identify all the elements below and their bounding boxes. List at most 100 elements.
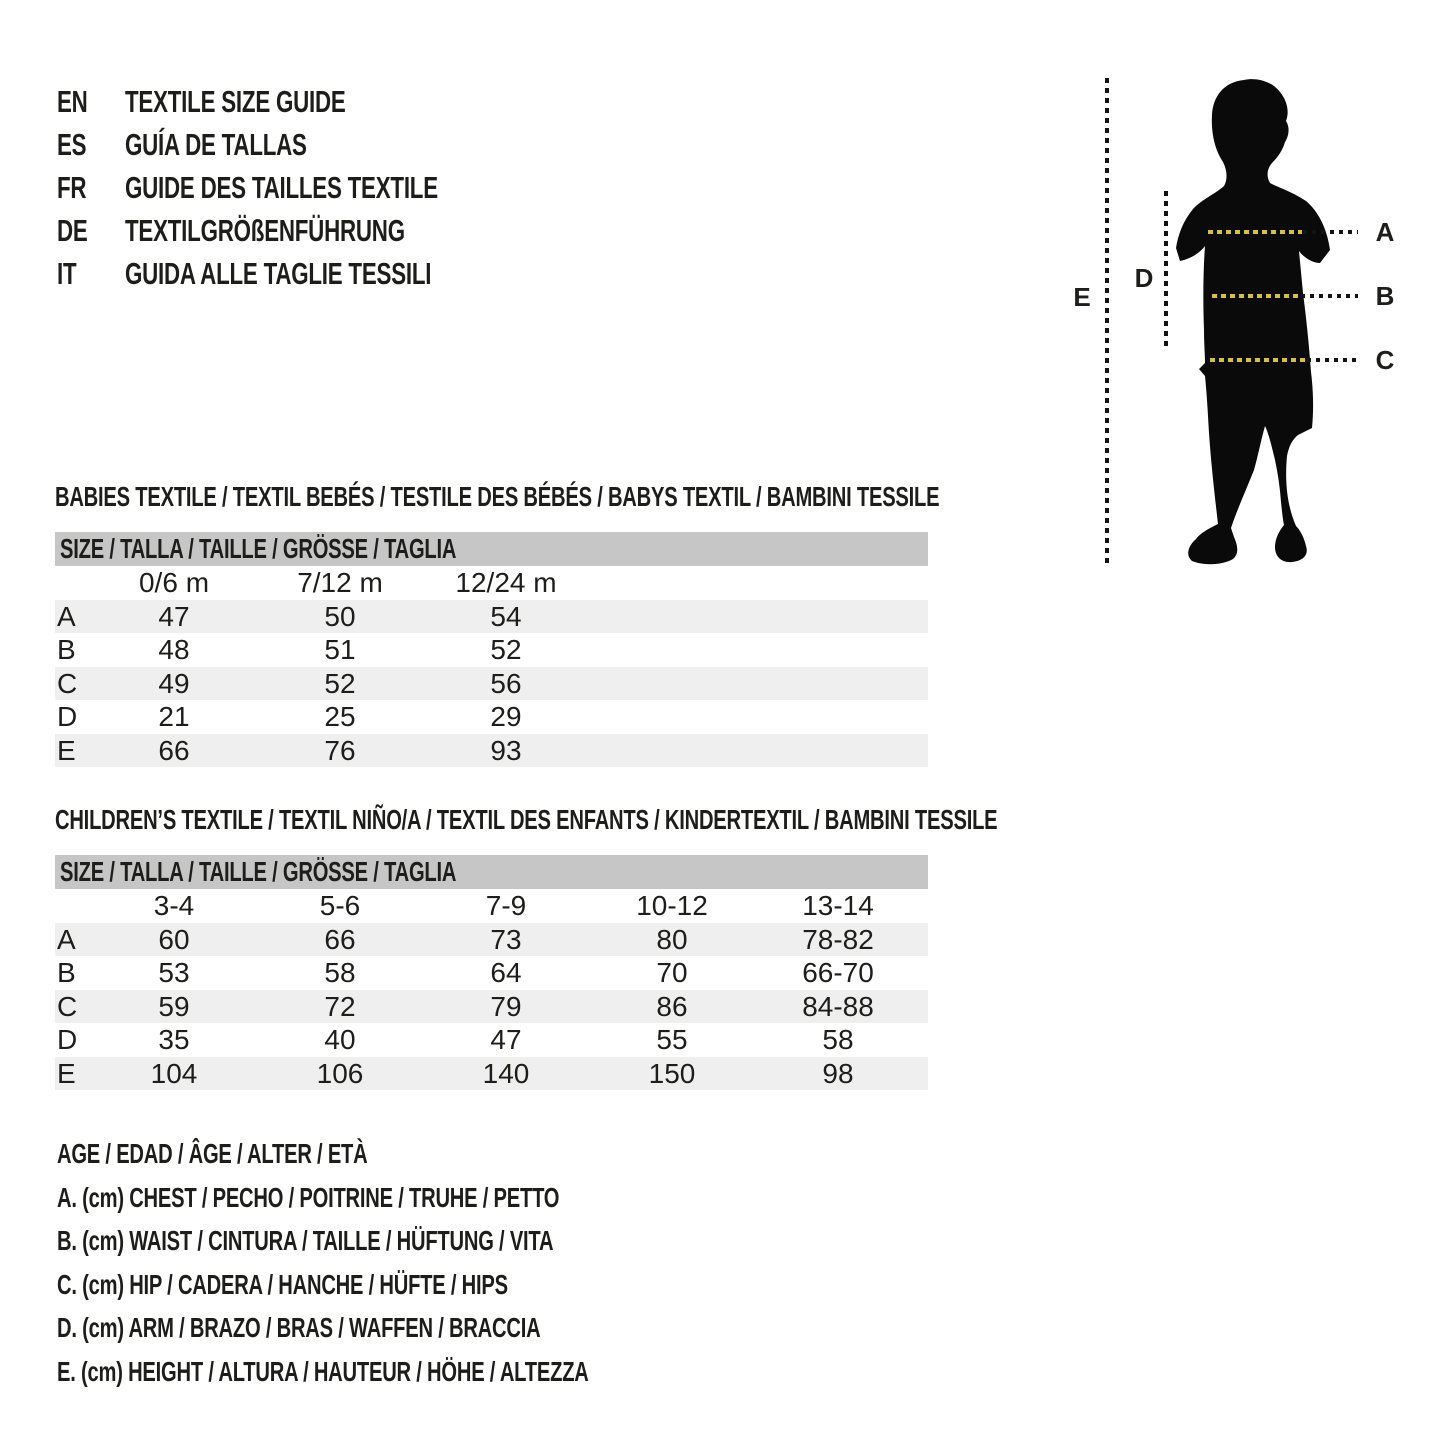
table-cell: 78-82 [802,923,874,955]
table-cell: 54 [490,600,522,632]
column-header: 12/24 m [455,567,557,598]
empty-cell [921,1023,928,1057]
row-label: C [57,667,78,699]
waist-measure-dash-B [1212,294,1300,298]
row-label: B [57,957,76,988]
row-label: E [57,734,76,766]
table-cell: 80 [656,923,688,955]
column-header: 0/6 m [138,567,210,598]
table-cell: 58 [822,1024,854,1055]
table-cell: 29 [490,701,522,732]
table-cell: 72 [324,990,356,1022]
table-cell: 70 [656,957,688,988]
table-row: B 48 51 52 [55,633,928,667]
column-header: 7-9 [485,890,527,921]
arm-measure-line-D [1164,191,1168,348]
measurement-legend: AGE / EDAD / ÂGE / ALTER / ETÀ A. (cm) C… [57,1132,795,1393]
table-cell: 47 [158,600,190,632]
language-title-block: EN TEXTILE SIZE GUIDE ES GUÍA DE TALLAS … [57,80,560,295]
empty-cell [55,889,91,923]
table-cell: 150 [648,1057,696,1089]
babies-column-header-row: 0/6 m 7/12 m 12/24 m [55,566,928,600]
table-cell: 52 [490,634,522,665]
legend-chest: A. (cm) CHEST / PECHO / POITRINE / TRUHE… [57,1181,560,1213]
legend-age: AGE / EDAD / ÂGE / ALTER / ETÀ [57,1138,368,1169]
column-header: 3-4 [153,890,195,921]
table-cell: 58 [324,957,356,988]
empty-cell [589,667,928,701]
row-label: E [57,1057,76,1089]
column-header: 13-14 [802,890,874,921]
table-row: C 49 52 56 [55,666,928,701]
table-cell: 104 [150,1057,198,1089]
table-cell: 40 [324,1024,356,1055]
empty-cell [589,633,928,667]
empty-cell [921,990,928,1024]
babies-size-header-bar: SIZE / TALLA / TAILLE / GRÖSSE / TAGLIA [55,532,928,566]
lang-title: TEXTILE SIZE GUIDE [125,84,346,119]
table-cell: 66 [158,734,190,766]
legend-arm: D. (cm) ARM / BRAZO / BRAS / WAFFEN / BR… [57,1312,541,1343]
children-size-header-bar: SIZE / TALLA / TAILLE / GRÖSSE / TAGLIA [55,855,928,889]
table-cell: 49 [158,667,190,699]
lang-title: GUIDE DES TAILLES TEXTILE [125,170,438,205]
table-row: D 21 25 29 [55,700,928,734]
lang-code: DE [57,213,88,248]
lang-code: ES [57,127,87,162]
lang-row-it: IT GUIDA ALLE TAGLIE TESSILI [57,252,560,295]
child-silhouette-image [1176,79,1330,565]
table-cell: 140 [482,1057,530,1089]
table-cell: 48 [158,634,190,665]
table-row: B 53 58 64 70 66-70 [55,956,928,990]
legend-hip: C. (cm) HIP / CADERA / HANCHE / HÜFTE / … [57,1268,508,1300]
row-label: D [57,701,78,732]
table-row: D 35 40 47 55 58 [55,1023,928,1057]
legend-height: E. (cm) HEIGHT / ALTURA / HAUTEUR / HÖHE… [57,1355,589,1387]
lang-title: TEXTILGRÖßENFÜHRUNG [125,213,405,248]
table-cell: 59 [158,990,190,1022]
empty-cell [589,600,928,634]
table-cell: 76 [324,734,356,766]
legend-waist: B. (cm) WAIST / CINTURA / TAILLE / HÜFTU… [57,1225,554,1256]
column-header: 7/12 m [297,567,383,598]
lang-code: EN [57,84,88,119]
children-size-table: SIZE / TALLA / TAILLE / GRÖSSE / TAGLIA … [55,855,928,1090]
table-cell: 64 [490,957,522,988]
babies-table-title: BABIES TEXTILE / TEXTIL BEBÉS / TESTILE … [55,481,940,512]
table-cell: 84-88 [802,990,874,1022]
table-row: C 59 72 79 86 84-88 [55,989,928,1024]
babies-size-table: SIZE / TALLA / TAILLE / GRÖSSE / TAGLIA … [55,532,928,767]
measure-label-C: C [1375,345,1395,375]
row-label: B [57,634,76,665]
children-table-title: CHILDREN’S TEXTILE / TEXTIL NIÑO/A / TEX… [55,804,998,835]
table-cell: 56 [490,667,522,699]
empty-cell [921,889,928,923]
table-cell: 52 [324,667,356,699]
empty-cell [589,700,928,734]
measure-label-B: B [1375,281,1395,311]
table-cell: 21 [158,701,190,732]
table-cell: 86 [656,990,688,1022]
chest-measure-dots-A [1303,230,1358,234]
table-row: A 47 50 54 [55,599,928,634]
height-measure-line-E [1105,78,1109,566]
lang-row-es: ES GUÍA DE TALLAS [57,123,560,166]
table-cell: 106 [316,1057,364,1089]
empty-cell [589,566,928,600]
lang-row-fr: FR GUIDE DES TAILLES TEXTILE [57,166,560,209]
row-label: A [57,923,76,955]
table-cell: 47 [490,1024,522,1055]
lang-row-de: DE TEXTILGRÖßENFÜHRUNG [57,209,560,252]
empty-cell [55,566,91,600]
empty-cell [921,956,928,990]
table-cell: 79 [490,990,522,1022]
row-label: A [57,600,76,632]
lang-title: GUÍA DE TALLAS [125,127,307,162]
empty-cell [589,734,928,768]
table-cell: 66 [324,923,356,955]
hip-measure-dash-C [1210,358,1306,362]
table-row: E 104 106 140 150 98 [55,1056,928,1090]
lang-code: IT [57,256,77,291]
lang-title: GUIDA ALLE TAGLIE TESSILI [125,256,432,291]
